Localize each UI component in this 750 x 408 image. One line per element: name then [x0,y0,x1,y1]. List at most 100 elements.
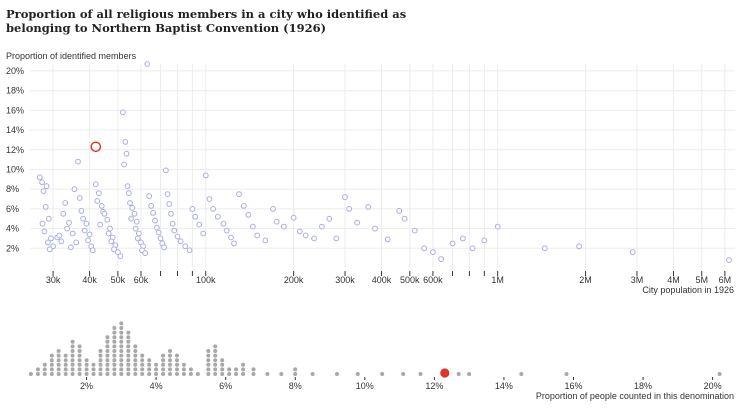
strip-dot [133,349,138,353]
strip-x-axis [86,377,714,380]
scatter-point [134,235,141,242]
strip-dot [70,344,75,349]
strip-dot [70,362,75,367]
strip-dot [77,358,82,363]
scatter-point [541,245,548,252]
strip-dot [241,362,246,367]
y-tick-label: 12% [6,145,24,155]
strip-dot [147,372,152,376]
scatter-point [86,231,93,238]
scatter-point [411,227,418,234]
strip-x-tick-label: 2% [80,381,93,391]
strip-x-tick-label: 4% [150,381,163,391]
scatter-point [192,213,199,220]
scatter-point [163,167,169,174]
strip-dot [84,362,89,367]
strip-x-tick-label: 14% [495,381,513,391]
strip-dot [112,362,117,367]
strip-dot [418,372,423,376]
scatter-point [449,240,456,247]
y-tick-label: 2% [6,243,19,253]
scatter-point [254,232,261,239]
strip-dot [154,372,159,376]
x-tick-label: 600k [423,275,443,285]
scatter-gridlines [30,64,735,268]
x-tick-label: 30k [46,275,61,285]
scatter-point [296,228,303,235]
strip-dot [220,358,225,363]
scatter-point [36,174,43,181]
scatter-point [438,256,445,263]
strip-dot [119,358,124,363]
scatter-point [120,109,126,116]
scatter-point [123,150,130,157]
strip-dot [188,372,193,376]
scatter-point [67,244,74,251]
strip-dot [49,372,54,376]
scatter-point [152,217,158,224]
strip-dot [279,372,284,376]
scatter-highlight [90,141,102,153]
strip-dot [175,358,179,363]
strip-dot [147,367,152,372]
scatter-point [206,196,213,202]
strip-dot [56,362,61,367]
y-tick-label: 18% [6,86,24,96]
scatter-point [142,250,149,257]
strip-dot [467,372,472,376]
strip-dot [35,367,40,372]
strip-dot [112,330,117,335]
strip-dot [112,358,117,363]
scatter-point [326,215,333,222]
scatter-point [60,210,67,217]
strip-dot [77,362,82,367]
strip-dot [140,372,145,376]
strip-dot [49,367,54,372]
strip-dot [119,339,124,344]
y-tick-label: 10% [6,164,24,174]
scatter-point [83,220,90,227]
strip-dot [140,358,145,363]
scatter-point [342,194,348,201]
strip-dot [35,372,40,376]
strip-dot [119,349,124,353]
scatter-point [98,203,105,209]
x-tick-label: 200k [284,275,304,285]
strip-dot [241,372,246,376]
scatter-point [58,238,65,245]
x-tick-label: 4M [667,275,680,285]
strip-dot [227,372,232,376]
strip-dot [251,372,256,376]
strip-dot [70,353,75,358]
strip-dot [519,372,524,376]
strip-dot [42,372,47,376]
scatter-point [127,200,133,206]
scatter-point [45,239,51,246]
scatter-point [108,238,115,245]
scatter-point [262,237,269,244]
strip-dot [206,372,211,376]
x-tick-label: 100k [196,275,216,285]
scatter-point [372,225,378,232]
strip-dot [213,344,218,349]
strip-dot [181,372,186,376]
scatter-point [236,191,242,198]
scatter-point [101,210,108,217]
scatter-point [89,247,96,254]
strip-dot [126,353,131,358]
scatter-point [85,237,91,244]
strip-dot [335,372,339,376]
strip-dot [126,372,131,376]
strip-dot [91,362,96,367]
scatter-point [270,206,276,212]
strip-dot [140,353,145,358]
strip-dot [380,372,385,376]
x-tick-label: 3M [631,275,644,285]
scatter-point [81,227,88,234]
strip-dot [717,372,722,376]
scatter-point [115,249,121,256]
strip-dot [63,372,68,376]
scatter-point [125,190,132,197]
scatter-point [75,158,81,165]
scatter-x-tick-labels: 30k 40k 50k 60k 100k 200k 300k 400k 500k 600k 1M 2M… [46,275,731,285]
